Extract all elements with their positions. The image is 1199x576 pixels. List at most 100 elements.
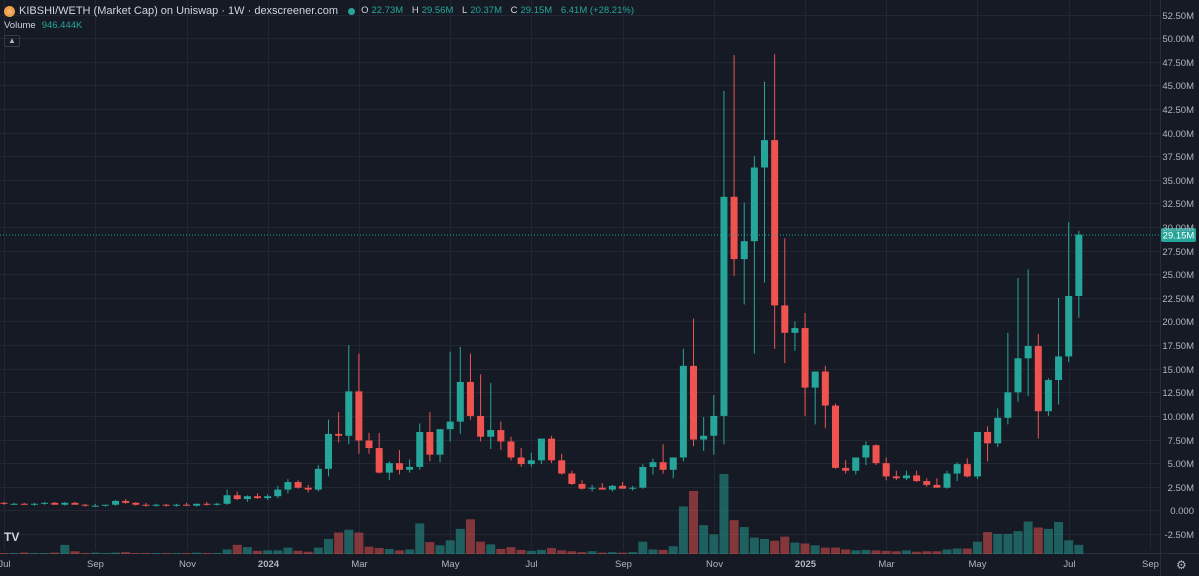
- candle-body: [649, 462, 657, 467]
- x-tick-label: May: [442, 559, 460, 570]
- volume-bar: [901, 550, 911, 554]
- volume-bar: [881, 550, 891, 554]
- y-tick-label: -2.50M: [1164, 530, 1194, 541]
- volume-bars: [0, 474, 1084, 554]
- candle-body: [61, 502, 69, 505]
- y-tick-label: 25.00M: [1162, 270, 1194, 281]
- volume-bar: [334, 532, 344, 554]
- x-tick-label: Nov: [179, 559, 196, 570]
- y-tick-label: 35.00M: [1162, 176, 1194, 187]
- volume-bar: [912, 551, 922, 554]
- candles[interactable]: [0, 54, 1083, 507]
- x-tick-label: Mar: [351, 559, 367, 570]
- volume-bar: [29, 553, 39, 554]
- volume-bar: [354, 532, 364, 554]
- candle-body: [1044, 380, 1052, 412]
- candle-body: [101, 504, 109, 506]
- volume-bar: [405, 549, 415, 554]
- volume-bar: [820, 547, 830, 554]
- ohlc-low: L 20.37M: [462, 5, 502, 16]
- volume-bar: [303, 551, 313, 554]
- y-tick-label: 40.00M: [1162, 129, 1194, 140]
- volume-bar: [699, 525, 709, 554]
- volume-bar: [658, 549, 668, 554]
- candle-body: [122, 500, 130, 503]
- volume-bar: [384, 548, 394, 554]
- volume-bar: [891, 551, 901, 554]
- candle-body: [811, 371, 819, 388]
- volume-bar: [486, 544, 496, 554]
- candle-body: [619, 485, 627, 489]
- candle-body: [487, 430, 495, 437]
- candle-body: [416, 431, 424, 467]
- volume-bar: [1043, 528, 1053, 554]
- volume-bar: [861, 549, 871, 554]
- x-tick-label: Jul: [1063, 559, 1075, 570]
- volume-bar: [151, 553, 161, 554]
- candle-body: [892, 476, 900, 479]
- candle-body: [740, 241, 748, 260]
- candle-body: [20, 503, 28, 505]
- y-tick-label: 5.00M: [1168, 459, 1194, 470]
- candle-body: [10, 503, 18, 505]
- candle-body: [700, 435, 708, 440]
- y-tick-label: 32.50M: [1162, 199, 1194, 210]
- volume-bar: [50, 552, 60, 554]
- volume-bar: [871, 550, 881, 554]
- candle-body: [852, 457, 860, 471]
- volume-bar: [253, 550, 262, 554]
- volume-bar: [678, 506, 688, 554]
- candle-body: [558, 460, 566, 474]
- candle-body: [152, 504, 160, 506]
- candle-body: [426, 431, 434, 455]
- volume-bar: [760, 538, 769, 554]
- candle-body: [690, 365, 698, 440]
- candle-body: [375, 448, 383, 473]
- volume-value: 946.444K: [41, 20, 83, 31]
- candle-body: [324, 433, 332, 469]
- candle-body: [588, 487, 596, 489]
- x-tick-label: 2024: [258, 559, 280, 570]
- y-tick-label: 52.50M: [1162, 11, 1194, 22]
- candle-body: [730, 196, 738, 260]
- candle-body: [345, 391, 353, 436]
- candle-body: [831, 405, 839, 468]
- candle-body: [142, 504, 150, 506]
- candle-body: [203, 503, 211, 505]
- volume-bar: [739, 527, 749, 554]
- candle-body: [1055, 356, 1063, 381]
- candle-body: [264, 496, 272, 499]
- candle-body: [659, 462, 667, 470]
- candle-body: [943, 473, 951, 488]
- volume-bar: [536, 549, 546, 554]
- candle-body: [710, 415, 718, 436]
- volume-bar: [830, 547, 840, 554]
- volume-bar: [628, 552, 638, 554]
- volume-bar: [770, 540, 780, 554]
- candle-body: [527, 460, 535, 465]
- volume-bar: [1013, 531, 1023, 554]
- candle-body: [953, 464, 961, 474]
- candle-body: [71, 502, 79, 505]
- gear-icon[interactable]: ⚙: [1176, 558, 1187, 572]
- chart-legend: KIBSHI/WETH (Market Cap) on Uniswap · 1W…: [4, 4, 637, 18]
- volume-bar: [780, 536, 790, 554]
- y-tick-label: 37.50M: [1162, 152, 1194, 163]
- chevron-up-icon[interactable]: ▲: [4, 35, 20, 47]
- volume-bar: [242, 547, 252, 554]
- candle-body: [355, 391, 363, 441]
- volume-bar: [506, 547, 516, 554]
- volume-bar: [729, 520, 739, 554]
- volume-bar: [263, 550, 273, 554]
- volume-bar: [19, 552, 29, 554]
- volume-bar: [476, 541, 486, 554]
- volume-bar: [689, 490, 699, 554]
- candle-body: [882, 463, 890, 477]
- candle-body: [973, 431, 981, 477]
- volume-bar: [567, 551, 577, 554]
- volume-bar: [192, 552, 202, 554]
- volume-bar: [952, 548, 962, 554]
- volume-bar: [9, 553, 19, 554]
- status-dot-icon: [348, 7, 356, 15]
